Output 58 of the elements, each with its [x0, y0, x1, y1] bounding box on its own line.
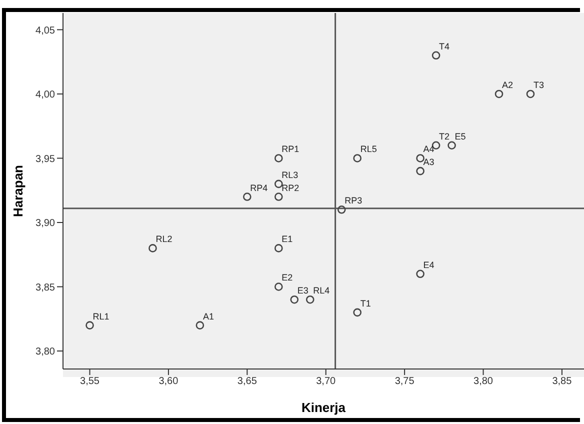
- x-tick-label: 3,55: [80, 376, 100, 388]
- point: [274, 154, 283, 162]
- data-label: A1: [202, 311, 214, 322]
- point: [353, 308, 362, 317]
- data-label: E2: [282, 272, 293, 283]
- y-tick-label: 3,90: [36, 218, 56, 230]
- data-label: T3: [533, 80, 544, 90]
- point: [337, 205, 346, 214]
- point: [353, 154, 362, 162]
- data-label: A2: [502, 80, 514, 90]
- data-label: E4: [423, 260, 434, 270]
- point: [416, 154, 424, 162]
- data-label: T1: [360, 298, 371, 308]
- y-axis-title: Harapan: [10, 164, 26, 218]
- data-label: RL4: [313, 286, 330, 296]
- data-label: RP1: [282, 144, 300, 154]
- y-tick-label: 3,80: [36, 346, 56, 358]
- y-tick-label: 4,05: [36, 25, 56, 36]
- data-label: A4: [423, 144, 434, 154]
- point: [274, 192, 283, 201]
- data-label: E1: [282, 234, 293, 244]
- data-label: RL3: [282, 170, 298, 180]
- data-label: T4: [439, 41, 450, 52]
- point: [196, 321, 204, 330]
- x-tick-label: 3,60: [158, 376, 179, 388]
- point: [432, 51, 440, 60]
- y-tick-label: 4,00: [36, 90, 56, 101]
- y-tick-label: 3,85: [36, 282, 56, 294]
- data-label: A3: [423, 157, 434, 168]
- x-tick-label: 3,65: [237, 376, 258, 388]
- x-axis-title: Kinerja: [301, 400, 346, 415]
- x-tick-label: 3,80: [474, 376, 494, 388]
- point: [274, 282, 283, 291]
- y-tick-label: 3,95: [36, 154, 56, 165]
- point: [148, 244, 157, 252]
- data-label: RP2: [282, 182, 300, 193]
- point: [86, 321, 94, 330]
- point: [416, 166, 424, 176]
- point: [274, 244, 283, 252]
- data-label: E5: [454, 131, 466, 142]
- point: [243, 192, 252, 201]
- data-label: RL2: [156, 234, 172, 244]
- data-label: RP3: [344, 196, 362, 206]
- data-label: RL5: [360, 144, 377, 154]
- point: [448, 141, 456, 150]
- data-label: RP4: [250, 182, 268, 193]
- x-tick-label: 3,85: [552, 376, 572, 388]
- point: [306, 295, 314, 304]
- data-label: T2: [439, 131, 450, 142]
- x-tick-label: 3,70: [316, 376, 336, 388]
- data-label: E3: [297, 286, 308, 296]
- data-label: RL1: [92, 311, 110, 322]
- x-tick-label: 3,75: [394, 376, 415, 388]
- point: [416, 270, 424, 278]
- point: [526, 90, 535, 98]
- point: [494, 90, 504, 98]
- point: [290, 295, 299, 304]
- point: [274, 180, 283, 188]
